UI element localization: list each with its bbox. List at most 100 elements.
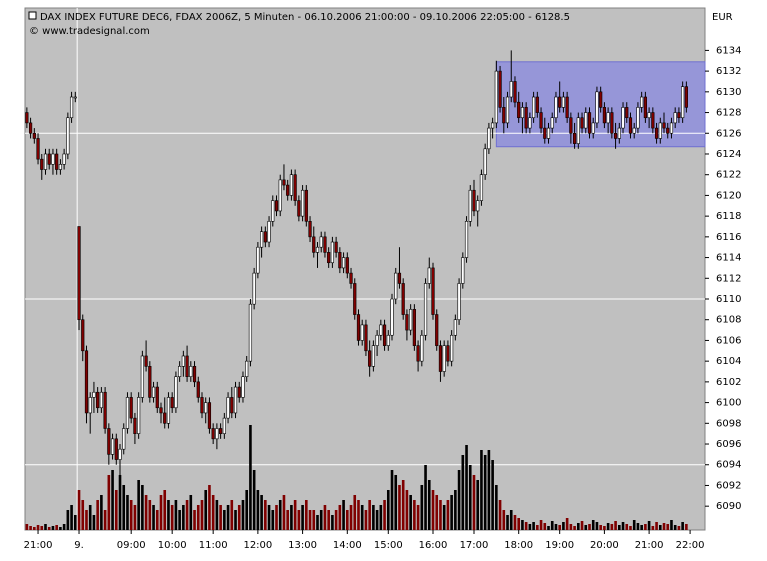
volume-bar — [73, 515, 77, 530]
candle-body — [468, 189, 472, 222]
volume-bar — [148, 500, 152, 530]
x-tick-label: 20:00 — [590, 540, 619, 551]
candle-body — [47, 153, 51, 165]
candle-body — [673, 112, 677, 124]
candle-body — [461, 257, 465, 284]
volume-bar — [70, 505, 73, 530]
volume-bar — [386, 490, 390, 530]
x-tick-label: 10:00 — [158, 540, 187, 551]
volume-bar — [662, 523, 666, 530]
candle-body — [561, 96, 566, 108]
volume-bar — [483, 455, 487, 530]
candle-body — [341, 257, 346, 269]
candle-body — [353, 283, 357, 315]
candle-body — [528, 117, 532, 129]
candle-body — [479, 174, 484, 201]
candle-body — [319, 236, 323, 248]
candle-body — [535, 96, 539, 113]
candle-body — [572, 132, 577, 144]
candle-body — [114, 438, 118, 460]
candle-body — [621, 107, 625, 129]
candle-body — [591, 122, 595, 134]
volume-bar — [155, 510, 159, 530]
volume-bar — [468, 465, 472, 530]
candle-body — [632, 127, 636, 134]
volume-bar — [495, 485, 498, 530]
volume-bar — [506, 515, 509, 530]
candle-body — [643, 96, 647, 119]
volume-bar — [357, 500, 360, 530]
candle-body — [271, 200, 275, 222]
candle-body — [107, 428, 111, 455]
volume-bar — [77, 490, 81, 530]
candle-body — [602, 107, 607, 124]
x-tick-label: 09:00 — [117, 540, 146, 551]
candle-body — [323, 236, 327, 253]
x-tick-label: 12:00 — [243, 540, 272, 551]
candle-body — [498, 70, 502, 108]
candle-body — [55, 153, 59, 170]
volume-bar — [208, 485, 211, 530]
candle-body — [170, 397, 174, 409]
chart-title: DAX INDEX FUTURE DEC6, FDAX 2006Z, 5 Min… — [40, 12, 570, 23]
candle-body — [155, 386, 159, 409]
volume-bar — [476, 480, 480, 530]
volume-bar — [528, 524, 532, 530]
y-tick-label: 6134 — [716, 45, 741, 56]
volume-bar — [264, 500, 267, 530]
candle-body — [371, 345, 375, 367]
candle-body — [464, 221, 469, 258]
candle-body — [669, 122, 674, 134]
y-tick-label: 6128 — [716, 108, 741, 119]
candle-body — [278, 179, 282, 212]
candle-body — [81, 319, 85, 352]
volume-bar — [331, 515, 334, 530]
volume-bar — [275, 505, 278, 530]
candle-body — [36, 138, 40, 160]
volume-bar — [25, 524, 29, 530]
y-tick-label: 6124 — [716, 149, 741, 160]
volume-bar — [606, 523, 610, 530]
volume-bar — [405, 490, 409, 530]
candle-body — [502, 107, 506, 124]
candle-body — [382, 324, 387, 346]
volume-bar — [353, 495, 357, 530]
candle-body — [531, 96, 536, 119]
volume-bar — [457, 470, 461, 530]
volume-bar — [480, 450, 483, 530]
candle-body — [241, 376, 245, 398]
candle-body — [397, 272, 402, 284]
candle-body — [274, 200, 279, 212]
candle-body — [159, 407, 163, 414]
volume-bar — [312, 510, 316, 530]
candle-body — [494, 70, 498, 124]
candle-body — [356, 314, 361, 341]
x-tick-label: 15:00 — [374, 540, 403, 551]
y-tick-label: 6110 — [716, 294, 741, 305]
volume-bar — [454, 490, 457, 530]
candle-body — [226, 397, 230, 419]
candle-body — [25, 112, 29, 124]
candle-body — [263, 231, 267, 243]
y-tick-label: 6108 — [716, 315, 741, 326]
volume-bar — [88, 505, 92, 530]
volume-bar — [383, 500, 386, 530]
volume-bar — [47, 527, 51, 530]
x-tick-label: 21:00 — [24, 540, 53, 551]
volume-bar — [226, 505, 230, 530]
volume-bar — [513, 515, 517, 530]
candle-body — [282, 179, 286, 186]
volume-bar — [167, 500, 170, 530]
candle-body — [647, 112, 651, 119]
candle-body — [390, 298, 394, 336]
volume-bar — [610, 524, 614, 530]
candle-body — [423, 283, 428, 336]
volume-bar — [62, 524, 66, 530]
candle-body — [595, 91, 599, 124]
candle-body — [509, 81, 513, 98]
y-tick-label: 6130 — [716, 87, 741, 98]
y-tick-label: 6122 — [716, 170, 741, 181]
candle-body — [476, 200, 480, 212]
candle-body — [684, 86, 688, 108]
